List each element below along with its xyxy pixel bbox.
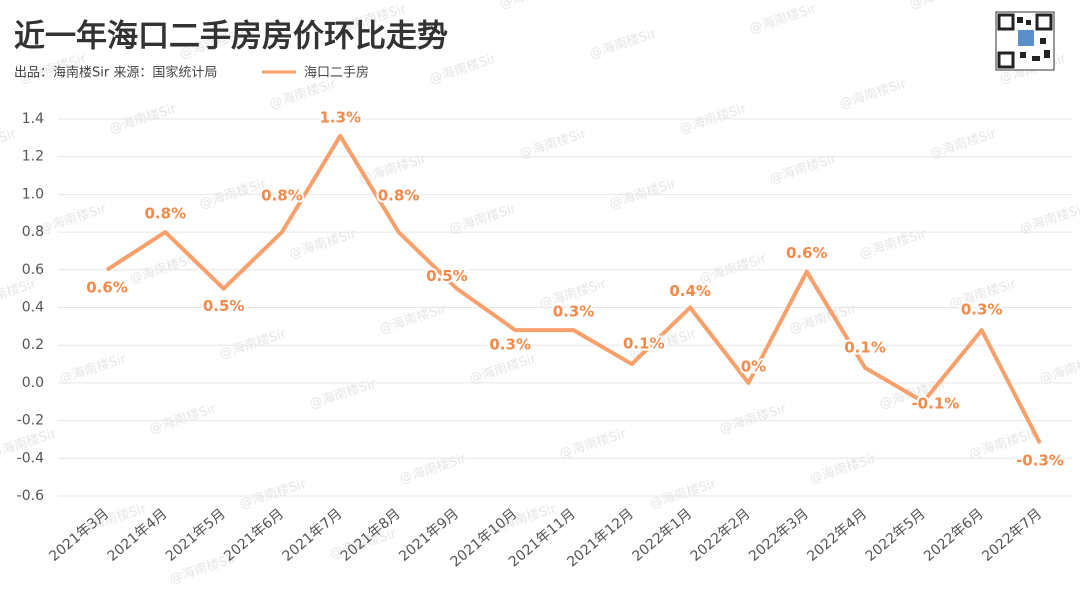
value-label: 0.6% (86, 278, 128, 296)
watermark: @海南楼Sir (57, 350, 128, 387)
value-label: 0% (741, 357, 766, 375)
chart-title: 近一年海口二手房房价环比走势 (14, 19, 448, 55)
watermark: @海南楼Sir (397, 450, 468, 487)
watermark: @海南楼Sir (497, 0, 568, 12)
value-label: 0.8% (145, 205, 187, 223)
watermark: @海南楼Sir (767, 150, 838, 187)
watermark: @海南楼Sir (467, 350, 538, 387)
y-tick-label: -0.2 (17, 413, 44, 429)
watermark: @海南楼Sir (237, 475, 308, 512)
value-label: 0.6% (786, 244, 828, 262)
y-tick-label: 0.6 (22, 262, 44, 278)
watermark: @海南楼Sir (607, 175, 678, 212)
watermark: @海南楼Sir (787, 300, 858, 337)
value-label: 0.8% (261, 187, 303, 205)
watermark: @海南楼Sir (587, 25, 658, 62)
watermark: @海南楼Sir (147, 400, 218, 437)
x-tick-label: 2022年1月 (629, 506, 695, 565)
value-label: -0.3% (1016, 452, 1064, 470)
value-label: 0.1% (844, 338, 886, 356)
value-label: 0.5% (203, 297, 245, 315)
x-tick-label: 2021年6月 (221, 506, 287, 565)
value-label: 0.1% (623, 335, 665, 353)
value-label: -0.1% (911, 394, 959, 412)
value-label: 0.3% (489, 336, 531, 354)
y-tick-label: -0.4 (17, 450, 44, 466)
y-tick-label: 0.0 (22, 375, 44, 391)
y-tick-label: 1.4 (22, 111, 44, 127)
value-label: 0.4% (669, 282, 711, 300)
watermark: @海南楼Sir (837, 75, 908, 112)
watermark: @海南楼Sir (717, 400, 788, 437)
value-label: 0.5% (426, 267, 468, 285)
x-tick-label: 2022年5月 (863, 506, 929, 565)
watermark: @海南楼Sir (427, 50, 498, 87)
watermark: @海南楼Sir (287, 225, 358, 262)
value-label: 0.3% (961, 301, 1003, 319)
y-tick-label: -0.6 (17, 488, 44, 504)
watermark: @海南楼Sir (807, 450, 878, 487)
watermark: @海南楼Sir (377, 300, 448, 337)
watermark: @海南楼Sir (907, 0, 978, 12)
legend-label: 海口二手房 (304, 65, 369, 81)
value-label: 1.3% (319, 108, 361, 126)
watermark: @海南楼Sir (1037, 350, 1080, 387)
y-tick-label: 0.8 (22, 224, 44, 240)
series-line (105, 133, 1042, 445)
value-label: 0.8% (378, 187, 420, 205)
watermark: @海南楼Sir (557, 425, 628, 462)
x-tick-label: 2022年6月 (921, 506, 987, 565)
watermark: @海南楼Sir (197, 175, 268, 212)
watermark: @海南楼Sir (747, 0, 818, 37)
y-tick-label: 1.0 (22, 186, 44, 202)
watermark: @海南楼Sir (857, 225, 928, 262)
x-tick-label: 2022年7月 (979, 506, 1045, 565)
watermark: @海南楼Sir (217, 325, 288, 362)
watermark: @海南楼Sir (307, 375, 378, 412)
y-tick-label: 0.4 (22, 300, 44, 316)
x-tick-label: 2022年3月 (746, 506, 812, 565)
x-tick-label: 2021年3月 (46, 506, 112, 565)
subtitle: 出品：海南楼Sir 来源：国家统计局 (14, 65, 217, 81)
y-tick-label: 0.2 (22, 337, 44, 353)
qr-code (995, 11, 1055, 71)
value-label: 0.3% (553, 303, 595, 321)
watermark: @海南楼Sir (0, 125, 19, 162)
watermark: @海南楼Sir (267, 75, 338, 112)
x-tick-label: 2022年2月 (688, 506, 754, 565)
y-tick-label: 1.2 (22, 149, 44, 165)
x-tick-label: 2022年4月 (804, 506, 870, 565)
